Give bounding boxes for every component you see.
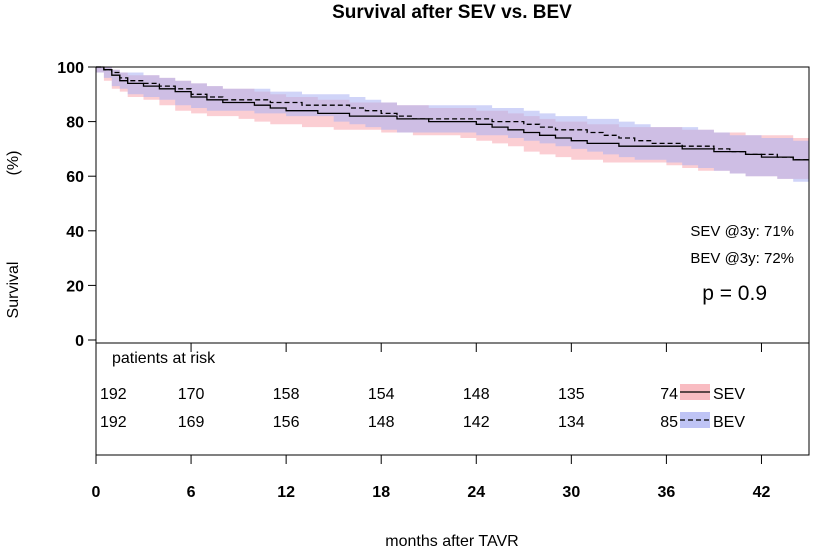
risk-count-sev-12: 158: [273, 386, 300, 403]
x-tick-label-6: 6: [187, 484, 196, 501]
y-tick-label-60: 60: [66, 169, 84, 186]
survival-line-bev: [96, 66, 809, 161]
risk-count-sev-6: 170: [178, 386, 205, 403]
ci-band-bev: [96, 67, 809, 182]
x-axis-label: months after TAVR: [385, 533, 518, 550]
risk-count-sev-0: 192: [100, 386, 127, 403]
y-tick-label-20: 20: [66, 278, 84, 295]
risk-count-sev-24: 148: [463, 386, 490, 403]
legend-label-bev: BEV: [713, 414, 745, 431]
y-axis-label-survival: Survival: [5, 262, 22, 319]
y-tick-label-0: 0: [75, 333, 84, 350]
x-tick-label-0: 0: [92, 484, 101, 501]
y-axis: 0 20 40 60 80 100: [57, 60, 96, 350]
risk-count-bev-30: 134: [558, 414, 585, 431]
ci-bands: [96, 67, 809, 182]
risk-count-bev-6: 169: [178, 414, 205, 431]
x-axis: 0 6 12 18 24 30 36 42: [92, 455, 771, 501]
risk-count-bev-18: 148: [368, 414, 395, 431]
risk-count-sev-36: 74: [660, 386, 678, 403]
x-tick-label-18: 18: [372, 484, 390, 501]
survival-lines: [96, 66, 809, 161]
x-tick-label-24: 24: [467, 484, 485, 501]
bev-3y-annotation: BEV @3y: 72%: [690, 250, 794, 267]
x-tick-label-36: 36: [658, 484, 676, 501]
legend: SEV BEV: [680, 384, 745, 431]
y-axis-label-percent: (%): [5, 151, 22, 176]
risk-count-sev-18: 154: [368, 386, 395, 403]
y-tick-label-100: 100: [57, 60, 84, 77]
chart-title: Survival after SEV vs. BEV: [332, 2, 572, 23]
risk-table-frame: [95, 342, 810, 456]
risk-count-bev-12: 156: [273, 414, 300, 431]
risk-table: 192 170 158 154 148 135 74 192 169 156 148 142 134 85: [95, 343, 762, 431]
x-tick-label-42: 42: [753, 484, 771, 501]
sev-3y-annotation: SEV @3y: 71%: [690, 223, 794, 240]
risk-count-bev-36: 85: [660, 414, 678, 431]
legend-swatch-bev: [680, 412, 710, 428]
p-value-annotation: p = 0.9: [702, 282, 767, 305]
x-tick-label-30: 30: [562, 484, 580, 501]
legend-label-sev: SEV: [713, 386, 745, 403]
y-tick-label-80: 80: [66, 115, 84, 132]
risk-count-bev-24: 142: [463, 414, 490, 431]
risk-count-bev-0: 192: [100, 414, 127, 431]
risk-count-sev-30: 135: [558, 386, 585, 403]
y-tick-label-40: 40: [66, 224, 84, 241]
risk-table-title: patients at risk: [112, 350, 216, 367]
x-tick-label-12: 12: [277, 484, 295, 501]
